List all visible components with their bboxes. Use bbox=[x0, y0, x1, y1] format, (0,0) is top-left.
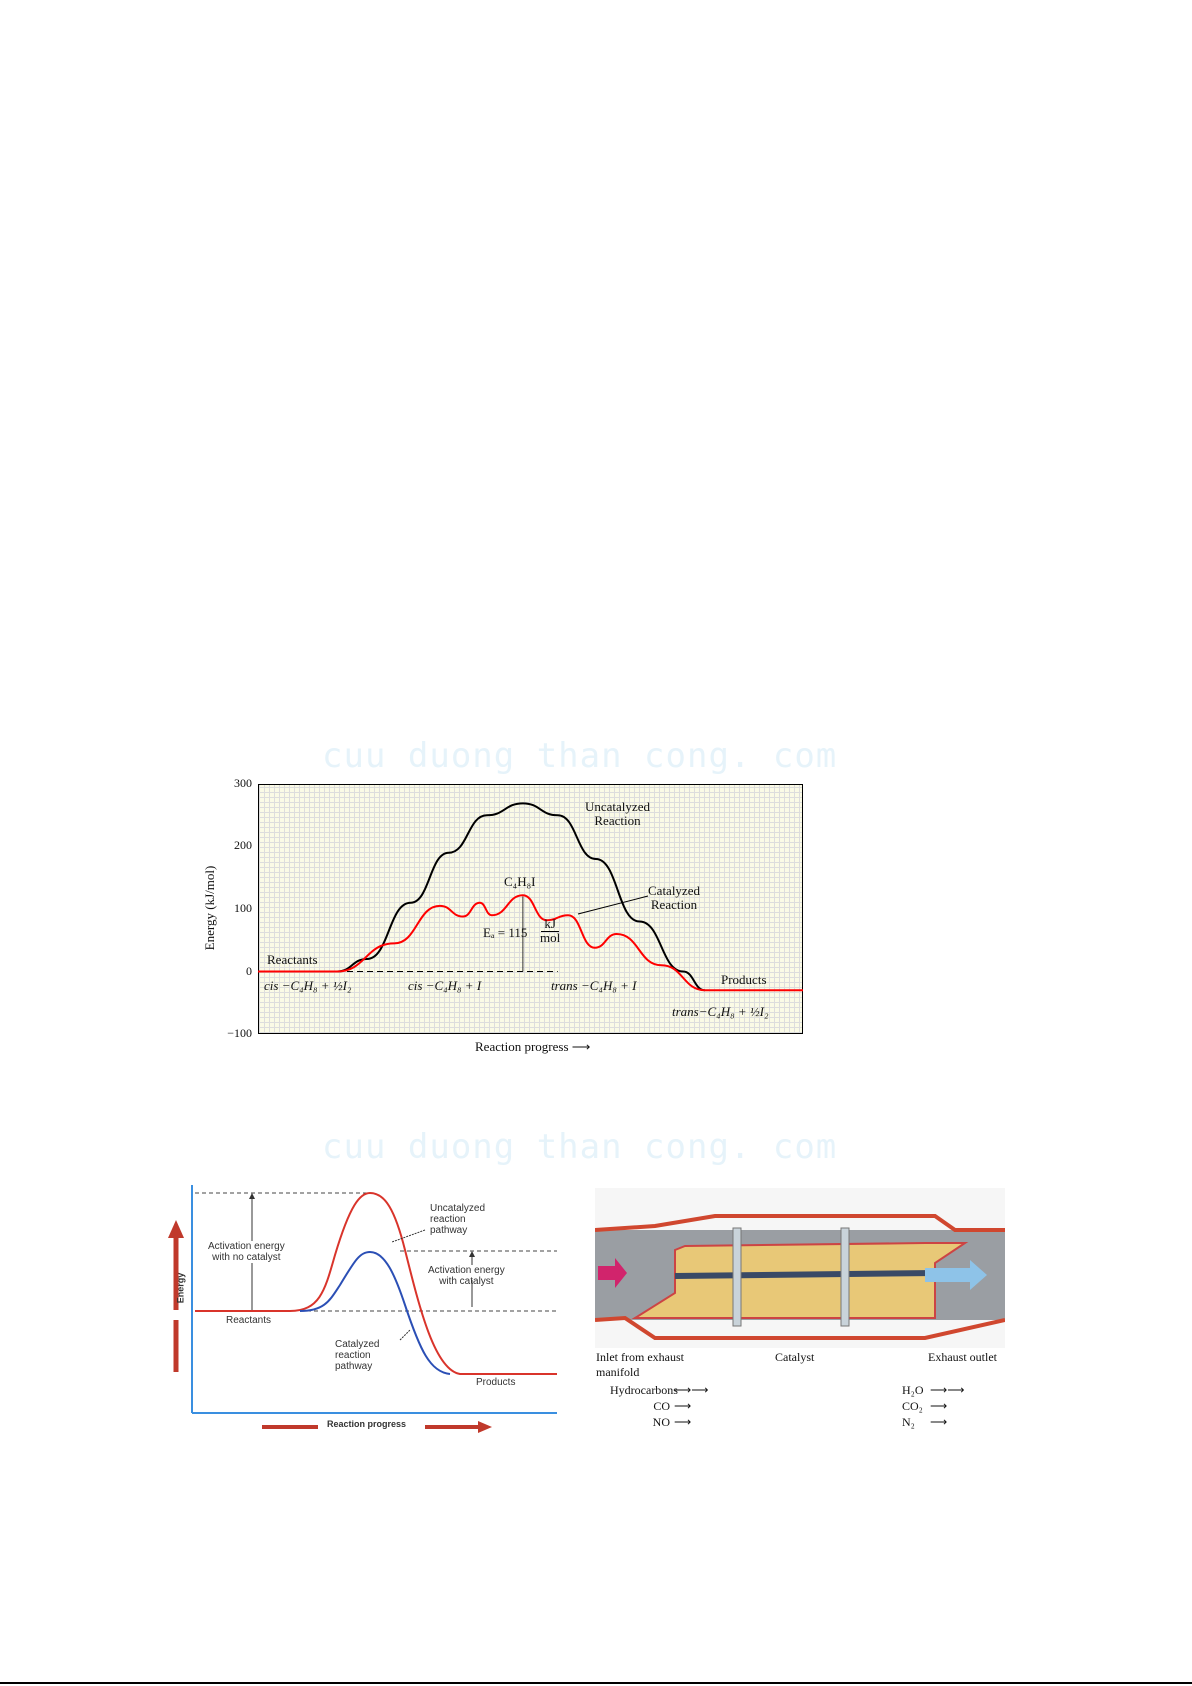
input-arrows: ⟶⟶ ⟶ ⟶ bbox=[674, 1383, 709, 1429]
y-tick: 0 bbox=[246, 964, 252, 978]
output-gases: H₂O CO₂ N₂ bbox=[902, 1383, 924, 1429]
intermediate-label: C₄H₈I bbox=[504, 874, 536, 889]
products-label: Products bbox=[476, 1377, 516, 1388]
state-label: trans−C₄H₈ + ½I₂ bbox=[672, 1004, 769, 1019]
input-gases: Hydrocarbons CO NO bbox=[610, 1383, 678, 1429]
y-tick: 300 bbox=[234, 776, 252, 790]
activation-energy-label: Eₐ = 115 bbox=[483, 925, 528, 940]
plot-area bbox=[258, 784, 803, 1034]
uncatalyzed-line bbox=[258, 802, 706, 992]
energy-arrowhead bbox=[168, 1220, 184, 1238]
energy-label: Energy bbox=[175, 1272, 186, 1304]
outlet-label: Exhaust outlet bbox=[928, 1350, 997, 1364]
state-label: cis −C₄H₈ + I bbox=[408, 978, 482, 993]
page-bottom-rule bbox=[0, 1682, 1192, 1684]
chart-lines bbox=[258, 802, 803, 992]
inlet-label: Inlet from exhaust manifold bbox=[596, 1350, 684, 1379]
catalyzed-curve bbox=[299, 1250, 451, 1375]
unit-fraction: kJ mol bbox=[540, 916, 561, 945]
reactants-label: Reactants bbox=[226, 1315, 272, 1326]
uncatalyzed-label: Uncatalyzed Reaction bbox=[585, 799, 650, 828]
catalyzed-line bbox=[258, 894, 803, 992]
activation-catalyst-label: Activation energy with catalyst bbox=[428, 1265, 505, 1287]
catalyzed-pointer bbox=[577, 895, 649, 915]
catalyzed-label: Catalyzed Reaction bbox=[648, 883, 700, 912]
watermark: cuu duong than cong. com bbox=[322, 1127, 838, 1167]
y-axis-label: Energy (kJ/mol) bbox=[202, 865, 217, 951]
y-tick: 200 bbox=[234, 838, 252, 852]
watermark: cuu duong than cong. com bbox=[322, 736, 838, 776]
x-axis-label-text: Reaction progress bbox=[475, 1039, 569, 1054]
arrow-right-icon: ⟶ bbox=[571, 1039, 591, 1054]
converter-drawing bbox=[595, 1188, 1005, 1348]
output-arrows: ⟶⟶ ⟶ ⟶ bbox=[930, 1383, 965, 1429]
diagram-graphics bbox=[168, 1185, 557, 1433]
products-label: Products bbox=[721, 972, 767, 987]
activation-no-catalyst-label: Activation energy with no catalyst bbox=[208, 1241, 285, 1263]
catalyzed-pathway-label: Catalyzed reaction pathway bbox=[335, 1339, 380, 1372]
x-axis-label: Reaction progress ⟶ bbox=[475, 1039, 590, 1055]
uncatalyzed-pathway-label: Uncatalyzed reaction pathway bbox=[430, 1203, 486, 1236]
y-tick: −100 bbox=[227, 1026, 252, 1040]
progress-label: Reaction progress bbox=[327, 1419, 407, 1429]
state-label: cis −C₄H₈ + ½I₂ bbox=[264, 978, 352, 993]
reactants-label: Reactants bbox=[267, 952, 318, 967]
y-tick: 100 bbox=[234, 901, 252, 915]
state-label: trans −C₄H₈ + I bbox=[551, 978, 637, 993]
uncatalyzed-curve bbox=[195, 1191, 557, 1375]
catalyst-label: Catalyst bbox=[775, 1350, 815, 1364]
